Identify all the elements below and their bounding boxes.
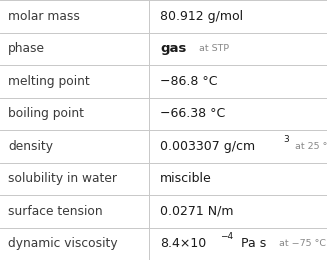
Text: boiling point: boiling point — [8, 107, 84, 120]
Text: melting point: melting point — [8, 75, 90, 88]
Text: gas: gas — [160, 42, 187, 55]
Text: dynamic viscosity: dynamic viscosity — [8, 237, 118, 250]
Text: phase: phase — [8, 42, 45, 55]
Text: −86.8 °C: −86.8 °C — [160, 75, 218, 88]
Text: at STP: at STP — [199, 44, 229, 53]
Text: molar mass: molar mass — [8, 10, 80, 23]
Text: solubility in water: solubility in water — [8, 172, 117, 185]
Text: −66.38 °C: −66.38 °C — [160, 107, 226, 120]
Text: Pa s: Pa s — [237, 237, 266, 250]
Text: 0.0271 N/m: 0.0271 N/m — [160, 205, 234, 218]
Text: 3: 3 — [283, 135, 289, 144]
Text: 8.4×10: 8.4×10 — [160, 237, 206, 250]
Text: −4: −4 — [220, 232, 233, 241]
Text: 0.003307 g/cm: 0.003307 g/cm — [160, 140, 255, 153]
Text: surface tension: surface tension — [8, 205, 103, 218]
Text: miscible: miscible — [160, 172, 212, 185]
Text: density: density — [8, 140, 53, 153]
Text: 80.912 g/mol: 80.912 g/mol — [160, 10, 243, 23]
Text: at 25 °C: at 25 °C — [295, 142, 327, 151]
Text: at −75 °C: at −75 °C — [280, 239, 326, 248]
